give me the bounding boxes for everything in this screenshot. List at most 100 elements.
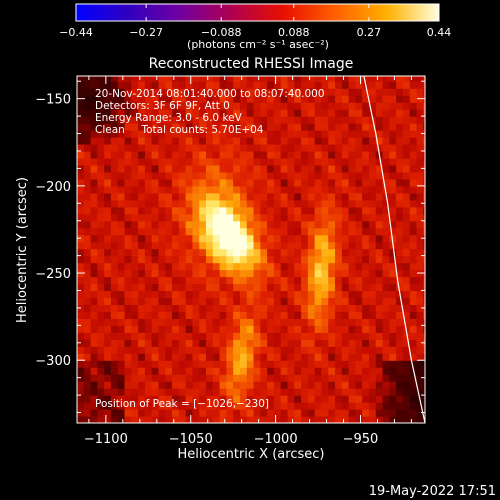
- heatmap-cell: [219, 311, 227, 319]
- heatmap-cell: [301, 130, 309, 138]
- heatmap-cell: [301, 95, 309, 103]
- heatmap-cell: [83, 171, 92, 180]
- heatmap-cell: [355, 109, 363, 117]
- heatmap-cell: [97, 311, 105, 319]
- heatmap-cell: [97, 339, 105, 347]
- heatmap-cell: [83, 360, 92, 368]
- heatmap-cell: [199, 227, 207, 236]
- heatmap-cell: [192, 234, 200, 243]
- heatmap-cell: [280, 374, 289, 382]
- x-axis-label: Heliocentric X (arcsec): [178, 447, 325, 462]
- heatmap-cell: [375, 297, 384, 306]
- heatmap-cell: [117, 255, 126, 264]
- heatmap-cell: [131, 171, 139, 180]
- heatmap-cell: [301, 339, 309, 347]
- heatmap-cell: [206, 255, 214, 264]
- heatmap-cell: [138, 367, 146, 375]
- heatmap-cell: [280, 213, 289, 222]
- heatmap-cell: [110, 88, 119, 96]
- heatmap-cell: [212, 185, 221, 194]
- heatmap-cell: [199, 116, 207, 124]
- heatmap-cell: [362, 102, 370, 110]
- heatmap-cell: [239, 360, 248, 368]
- heatmap-cell: [389, 157, 397, 166]
- heatmap-cell: [382, 206, 390, 215]
- heatmap-cell: [158, 395, 166, 403]
- heatmap-cell: [138, 144, 146, 152]
- heatmap-cell: [97, 123, 105, 131]
- heatmap-cell: [416, 381, 424, 389]
- heatmap-cell: [199, 353, 207, 361]
- heatmap-cell: [219, 123, 227, 131]
- heatmap-cell: [117, 178, 126, 187]
- heatmap-cell: [307, 164, 316, 173]
- heatmap-cell: [409, 199, 418, 208]
- heatmap-cell: [409, 388, 418, 396]
- heatmap-cell: [219, 102, 227, 110]
- heatmap-cell: [165, 381, 173, 389]
- heatmap-cell: [185, 150, 194, 159]
- heatmap-cell: [260, 81, 268, 89]
- heatmap-cell: [110, 416, 119, 423]
- heatmap-cell: [314, 130, 323, 138]
- heatmap-cell: [117, 241, 126, 250]
- heatmap-cell: [110, 213, 119, 222]
- heatmap-cell: [97, 332, 105, 340]
- heatmap-cell: [368, 137, 377, 145]
- heatmap-cell: [165, 360, 173, 368]
- heatmap-cell: [104, 157, 112, 166]
- heatmap-cell: [375, 346, 384, 354]
- heatmap-cell: [192, 171, 200, 180]
- heatmap-cell: [158, 269, 166, 278]
- heatmap-cell: [368, 353, 377, 361]
- heatmap-cell: [151, 76, 160, 82]
- heatmap-cell: [158, 137, 166, 145]
- heatmap-cell: [185, 367, 194, 375]
- heatmap-cell: [423, 346, 425, 354]
- heatmap-cell: [273, 395, 282, 403]
- heatmap-cell: [178, 395, 187, 403]
- heatmap-cell: [307, 130, 316, 138]
- heatmap-cell: [151, 325, 160, 333]
- heatmap-cell: [151, 192, 160, 201]
- heatmap-cell: [314, 360, 323, 368]
- heatmap-cell: [185, 283, 194, 292]
- heatmap-cell: [423, 123, 425, 131]
- heatmap-cell: [212, 178, 221, 187]
- heatmap-cell: [124, 206, 132, 215]
- heatmap-cell: [158, 360, 166, 368]
- heatmap-cell: [423, 388, 425, 396]
- heatmap-cell: [246, 353, 255, 361]
- heatmap-cell: [158, 339, 166, 347]
- heatmap-cell: [328, 137, 336, 145]
- heatmap-cell: [355, 297, 363, 306]
- heatmap-cell: [83, 353, 92, 361]
- heatmap-cell: [90, 416, 98, 423]
- heatmap-cell: [362, 178, 370, 187]
- heatmap-cell: [90, 395, 98, 403]
- heatmap-cell: [260, 123, 268, 131]
- heatmap-cell: [239, 109, 248, 117]
- heatmap-cell: [341, 374, 350, 382]
- heatmap-cell: [253, 325, 261, 333]
- heatmap-cell: [273, 409, 282, 417]
- heatmap-cell: [104, 290, 112, 299]
- heatmap-cell: [348, 318, 356, 326]
- heatmap-cell: [138, 353, 146, 361]
- heatmap-cell: [192, 360, 200, 368]
- heatmap-cell: [362, 171, 370, 180]
- heatmap-cell: [233, 164, 241, 173]
- heatmap-cell: [253, 137, 261, 145]
- heatmap-cell: [253, 346, 261, 354]
- heatmap-cell: [382, 88, 390, 96]
- heatmap-cell: [131, 283, 139, 292]
- heatmap-cell: [389, 81, 397, 89]
- heatmap-cell: [239, 123, 248, 131]
- heatmap-cell: [253, 353, 261, 361]
- heatmap-cell: [273, 416, 282, 423]
- heatmap-cell: [402, 234, 411, 243]
- heatmap-cell: [307, 332, 316, 340]
- heatmap-cell: [382, 137, 390, 145]
- heatmap-cell: [104, 248, 112, 257]
- heatmap-cell: [409, 416, 418, 423]
